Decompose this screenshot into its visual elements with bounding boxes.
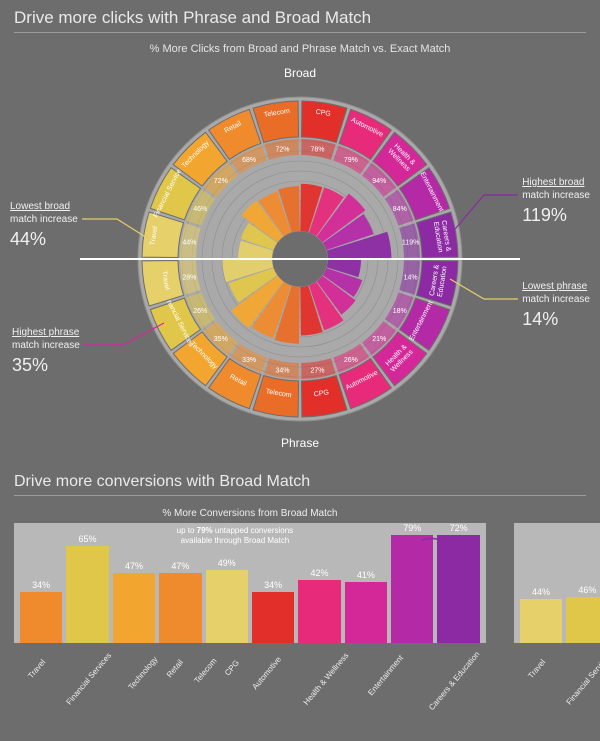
bar-label: Entertainment [366,653,439,726]
bar-chart-clicks: % More Clicks from Broad Match 44%46%72%… [514,504,600,701]
svg-text:84%: 84% [393,206,407,213]
bar-chart-conversions: % More Conversions from Broad Match 34%6… [14,504,486,701]
svg-text:27%: 27% [311,368,325,375]
svg-text:35%: 35% [214,336,228,343]
svg-text:28%: 28% [182,275,196,282]
section1-subtitle: % More Clicks from Broad and Phrase Matc… [0,41,600,59]
bar-label: Financial Services [564,651,600,735]
svg-text:14%: 14% [404,275,418,282]
svg-text:18%: 18% [393,308,407,315]
divider [14,495,586,496]
callout-lowest-phrase: Lowest phrase match increase 14% [522,281,590,331]
svg-text:79%: 79% [344,157,358,164]
bar-label: Careers & Education [427,650,516,741]
bar-chart-title: % More Conversions from Broad Match [14,504,486,523]
svg-text:21%: 21% [372,336,386,343]
svg-text:78%: 78% [311,146,325,153]
bar-column: 44% [520,523,562,643]
section2-title: Drive more conversions with Broad Match [0,469,600,493]
svg-text:26%: 26% [193,308,207,315]
svg-text:46%: 46% [193,206,207,213]
svg-text:26%: 26% [344,357,358,364]
callout-lowest-broad: Lowest broad match increase 44% [10,201,78,251]
section1-title: Drive more clicks with Phrase and Broad … [0,0,600,30]
svg-text:72%: 72% [214,178,228,185]
annotation-pointer [422,522,462,572]
svg-text:Phrase: Phrase [281,436,319,450]
svg-text:68%: 68% [242,157,256,164]
bar-column: 46% [566,523,600,643]
bar-chart-title: % More Clicks from Broad Match [514,504,600,523]
svg-text:94%: 94% [372,178,386,185]
radial-chart: Travel44%Financial Services46%Technology… [0,59,600,469]
callout-highest-broad: Highest broad match increase 119% [522,177,590,227]
svg-text:Broad: Broad [284,66,316,80]
svg-text:119%: 119% [402,239,419,246]
svg-text:33%: 33% [242,357,256,364]
divider [14,32,586,33]
bar-annotation: up to 79% untapped conversionsavailable … [44,526,426,547]
bar-label: Automotive [250,655,317,720]
svg-text:44%: 44% [182,239,196,246]
svg-text:72%: 72% [275,146,289,153]
callout-highest-phrase: Highest phrase match increase 35% [12,327,80,377]
svg-text:34%: 34% [275,368,289,375]
